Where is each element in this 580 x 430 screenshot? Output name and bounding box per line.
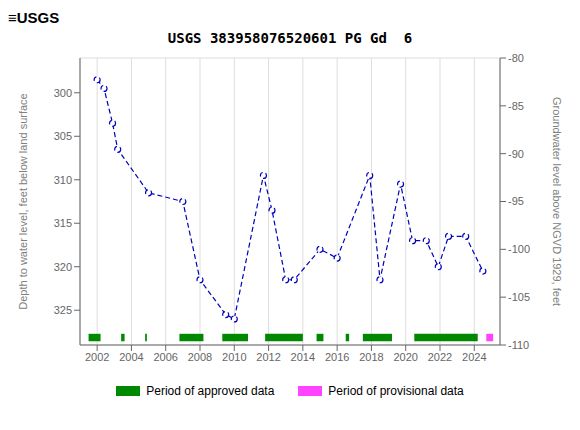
svg-text:Depth to water level, feet bel: Depth to water level, feet below land su… <box>17 93 29 309</box>
svg-text:2002: 2002 <box>85 351 109 363</box>
svg-text:300: 300 <box>54 87 72 99</box>
svg-text:2020: 2020 <box>393 351 417 363</box>
svg-text:310: 310 <box>54 174 72 186</box>
html-text:Period of provisional data: Period of provisional data <box>328 384 464 398</box>
svg-text:-80: -80 <box>508 52 524 64</box>
svg-text:2006: 2006 <box>153 351 177 363</box>
svg-text:2010: 2010 <box>222 351 246 363</box>
svg-text:2012: 2012 <box>256 351 280 363</box>
svg-text:Groundwater level above NGVD 1: Groundwater level above NGVD 1929, feet <box>551 97 563 306</box>
svg-text:305: 305 <box>54 130 72 142</box>
svg-text:315: 315 <box>54 217 72 229</box>
svg-text:-110: -110 <box>508 339 529 351</box>
svg-text:-95: -95 <box>508 195 524 207</box>
svg-text:2016: 2016 <box>325 351 349 363</box>
svg-text:-85: -85 <box>508 100 524 112</box>
svg-text:2024: 2024 <box>462 351 486 363</box>
html-text:≡USGS: ≡USGS <box>8 9 60 26</box>
svg-text:320: 320 <box>54 261 72 273</box>
svg-text:2014: 2014 <box>291 351 315 363</box>
html-text:Period of approved data: Period of approved data <box>146 384 275 398</box>
html-text:USGS 383958076520601 PG Gd 6: USGS 383958076520601 PG Gd 6 <box>167 30 413 46</box>
svg-text:2004: 2004 <box>119 351 143 363</box>
svg-text:325: 325 <box>54 304 72 316</box>
svg-text:2022: 2022 <box>428 351 452 363</box>
svg-text:2018: 2018 <box>359 351 383 363</box>
svg-text:2008: 2008 <box>188 351 212 363</box>
svg-text:-105: -105 <box>508 291 530 303</box>
svg-text:-100: -100 <box>508 243 530 255</box>
svg-text:-90: -90 <box>508 148 524 160</box>
